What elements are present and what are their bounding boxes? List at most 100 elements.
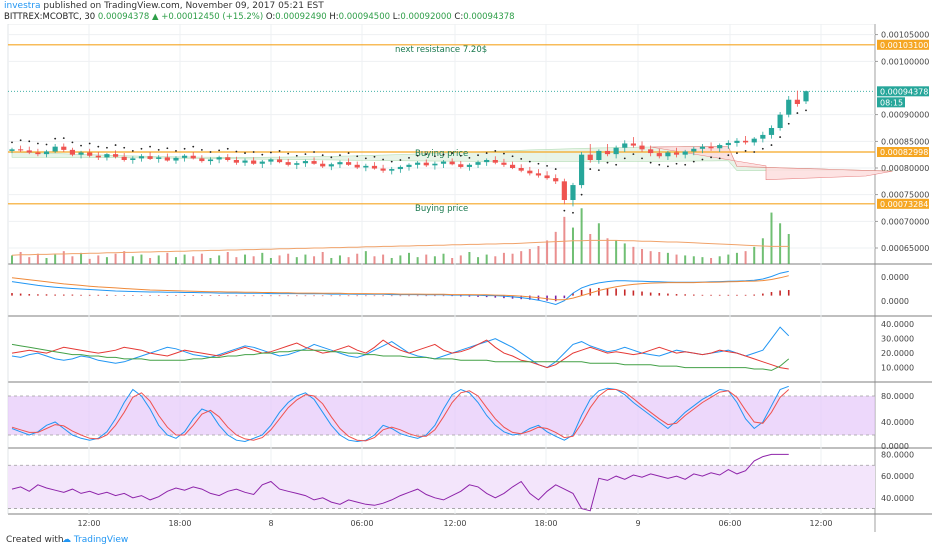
volume-bar: [408, 252, 410, 264]
macd-histogram-bar: [88, 294, 91, 296]
macd-histogram-bar: [313, 295, 315, 297]
candle-body: [268, 159, 274, 162]
volume-bar: [710, 258, 713, 264]
candle-body: [423, 162, 429, 166]
candle-body: [725, 142, 731, 146]
minus-di-line: [11, 339, 789, 370]
sar-dot: [520, 158, 523, 160]
macd-histogram-bar: [787, 289, 790, 296]
volume-bar: [468, 252, 471, 264]
candle-body: [112, 154, 119, 157]
macd-histogram-bar: [615, 288, 617, 296]
last-price: 0.00094378: [97, 12, 150, 22]
sar-dot: [675, 162, 678, 165]
volume-bar: [36, 253, 39, 264]
volume-bar: [675, 254, 678, 264]
macd-histogram-bar: [529, 295, 531, 300]
sar-dot: [88, 142, 91, 145]
sar-dot: [580, 193, 583, 196]
sar-dot: [701, 158, 704, 161]
macd-histogram-bar: [97, 294, 100, 296]
candle-body: [648, 149, 654, 154]
sar-dot: [140, 147, 143, 150]
tradingview-logo[interactable]: ☁ TradingView: [62, 535, 128, 545]
candle-body: [630, 143, 636, 146]
sar-dot: [382, 158, 385, 161]
volume-bar: [183, 254, 186, 264]
chart-header: investra published on TradingView.com, N…: [0, 0, 932, 24]
macd-histogram-bar: [287, 295, 289, 297]
sar-dot: [485, 152, 488, 154]
macd-histogram-bar: [390, 295, 393, 297]
volume-bar: [537, 246, 540, 264]
plus-di-line: [11, 326, 790, 369]
price-tick-label: 0.00085000: [881, 137, 929, 146]
macd-histogram-bar: [71, 294, 74, 296]
volume-bar: [149, 258, 152, 264]
macd-histogram-bar: [28, 294, 31, 296]
volume-bar: [485, 254, 488, 264]
footer: Created with ☁ TradingView: [0, 532, 932, 550]
volume-bar: [528, 249, 531, 264]
volume-bar: [364, 251, 367, 264]
volume-bar: [563, 216, 566, 264]
sar-dot: [718, 157, 721, 160]
candle-body: [389, 169, 395, 171]
volume-bar: [520, 251, 523, 264]
candle-body: [794, 99, 800, 104]
rsi-tick-label: 40.0000: [881, 494, 914, 503]
sar-dot: [244, 152, 246, 154]
volume-bar: [701, 257, 704, 264]
macd-signal-line: [11, 275, 789, 301]
sar-dot: [157, 148, 160, 151]
volume-bar: [105, 257, 108, 264]
volume-bar: [356, 253, 359, 264]
volume-bar: [459, 255, 462, 264]
candle-body: [484, 160, 490, 163]
macd-histogram-bar: [451, 295, 453, 297]
candle-body: [440, 161, 447, 164]
candle-body: [147, 156, 153, 159]
rsi-tick-label: 60.0000: [881, 472, 914, 481]
volume-bar: [166, 252, 169, 264]
sar-dot: [278, 150, 281, 152]
sar-dot: [36, 142, 39, 145]
close-label: C:: [454, 12, 464, 22]
sar-dot: [166, 147, 169, 150]
volume-bar: [399, 255, 402, 264]
candle-body: [242, 160, 248, 163]
macd-histogram-bar: [149, 295, 151, 296]
x-tick-label: 18:00: [168, 519, 191, 528]
candle-body: [216, 157, 222, 160]
volume-bar: [157, 255, 160, 264]
volume-ma-line: [11, 239, 789, 256]
close-value: 0.00094378: [463, 12, 515, 22]
candle-body: [699, 146, 706, 149]
candle-body: [345, 162, 352, 165]
volume-bar: [174, 257, 177, 264]
candle-body: [302, 161, 309, 164]
macd-histogram-bar: [606, 287, 609, 296]
macd-histogram-bar: [658, 293, 661, 296]
symbol[interactable]: BITTREX:MCOBTC, 30: [4, 12, 96, 22]
volume-bar: [209, 258, 212, 264]
macd-histogram-bar: [157, 295, 160, 296]
sar-dot: [416, 154, 419, 157]
tradingview-cloud-icon: ☁: [62, 535, 71, 545]
published-text: published on TradingView.com, November 0…: [43, 1, 324, 11]
macd-histogram-bar: [244, 295, 246, 297]
macd-histogram-bar: [598, 287, 600, 296]
macd-histogram-bar: [632, 290, 635, 296]
author-name[interactable]: investra: [4, 1, 41, 11]
stoch-k-line: [11, 385, 789, 443]
candle-body: [26, 150, 32, 153]
candle-body: [665, 152, 671, 157]
candle-body: [509, 164, 516, 168]
sar-dot: [97, 145, 100, 148]
macd-histogram-bar: [425, 295, 428, 297]
volume-bar: [269, 258, 272, 264]
chart-svg[interactable]: 12:00 18:00 8 06:00 12:00 18:00 9 06:00 12:00 0.0…: [0, 24, 932, 532]
macd-histogram-bar: [649, 292, 652, 296]
volume-bar: [97, 255, 100, 264]
macd-histogram-bar: [45, 294, 48, 296]
